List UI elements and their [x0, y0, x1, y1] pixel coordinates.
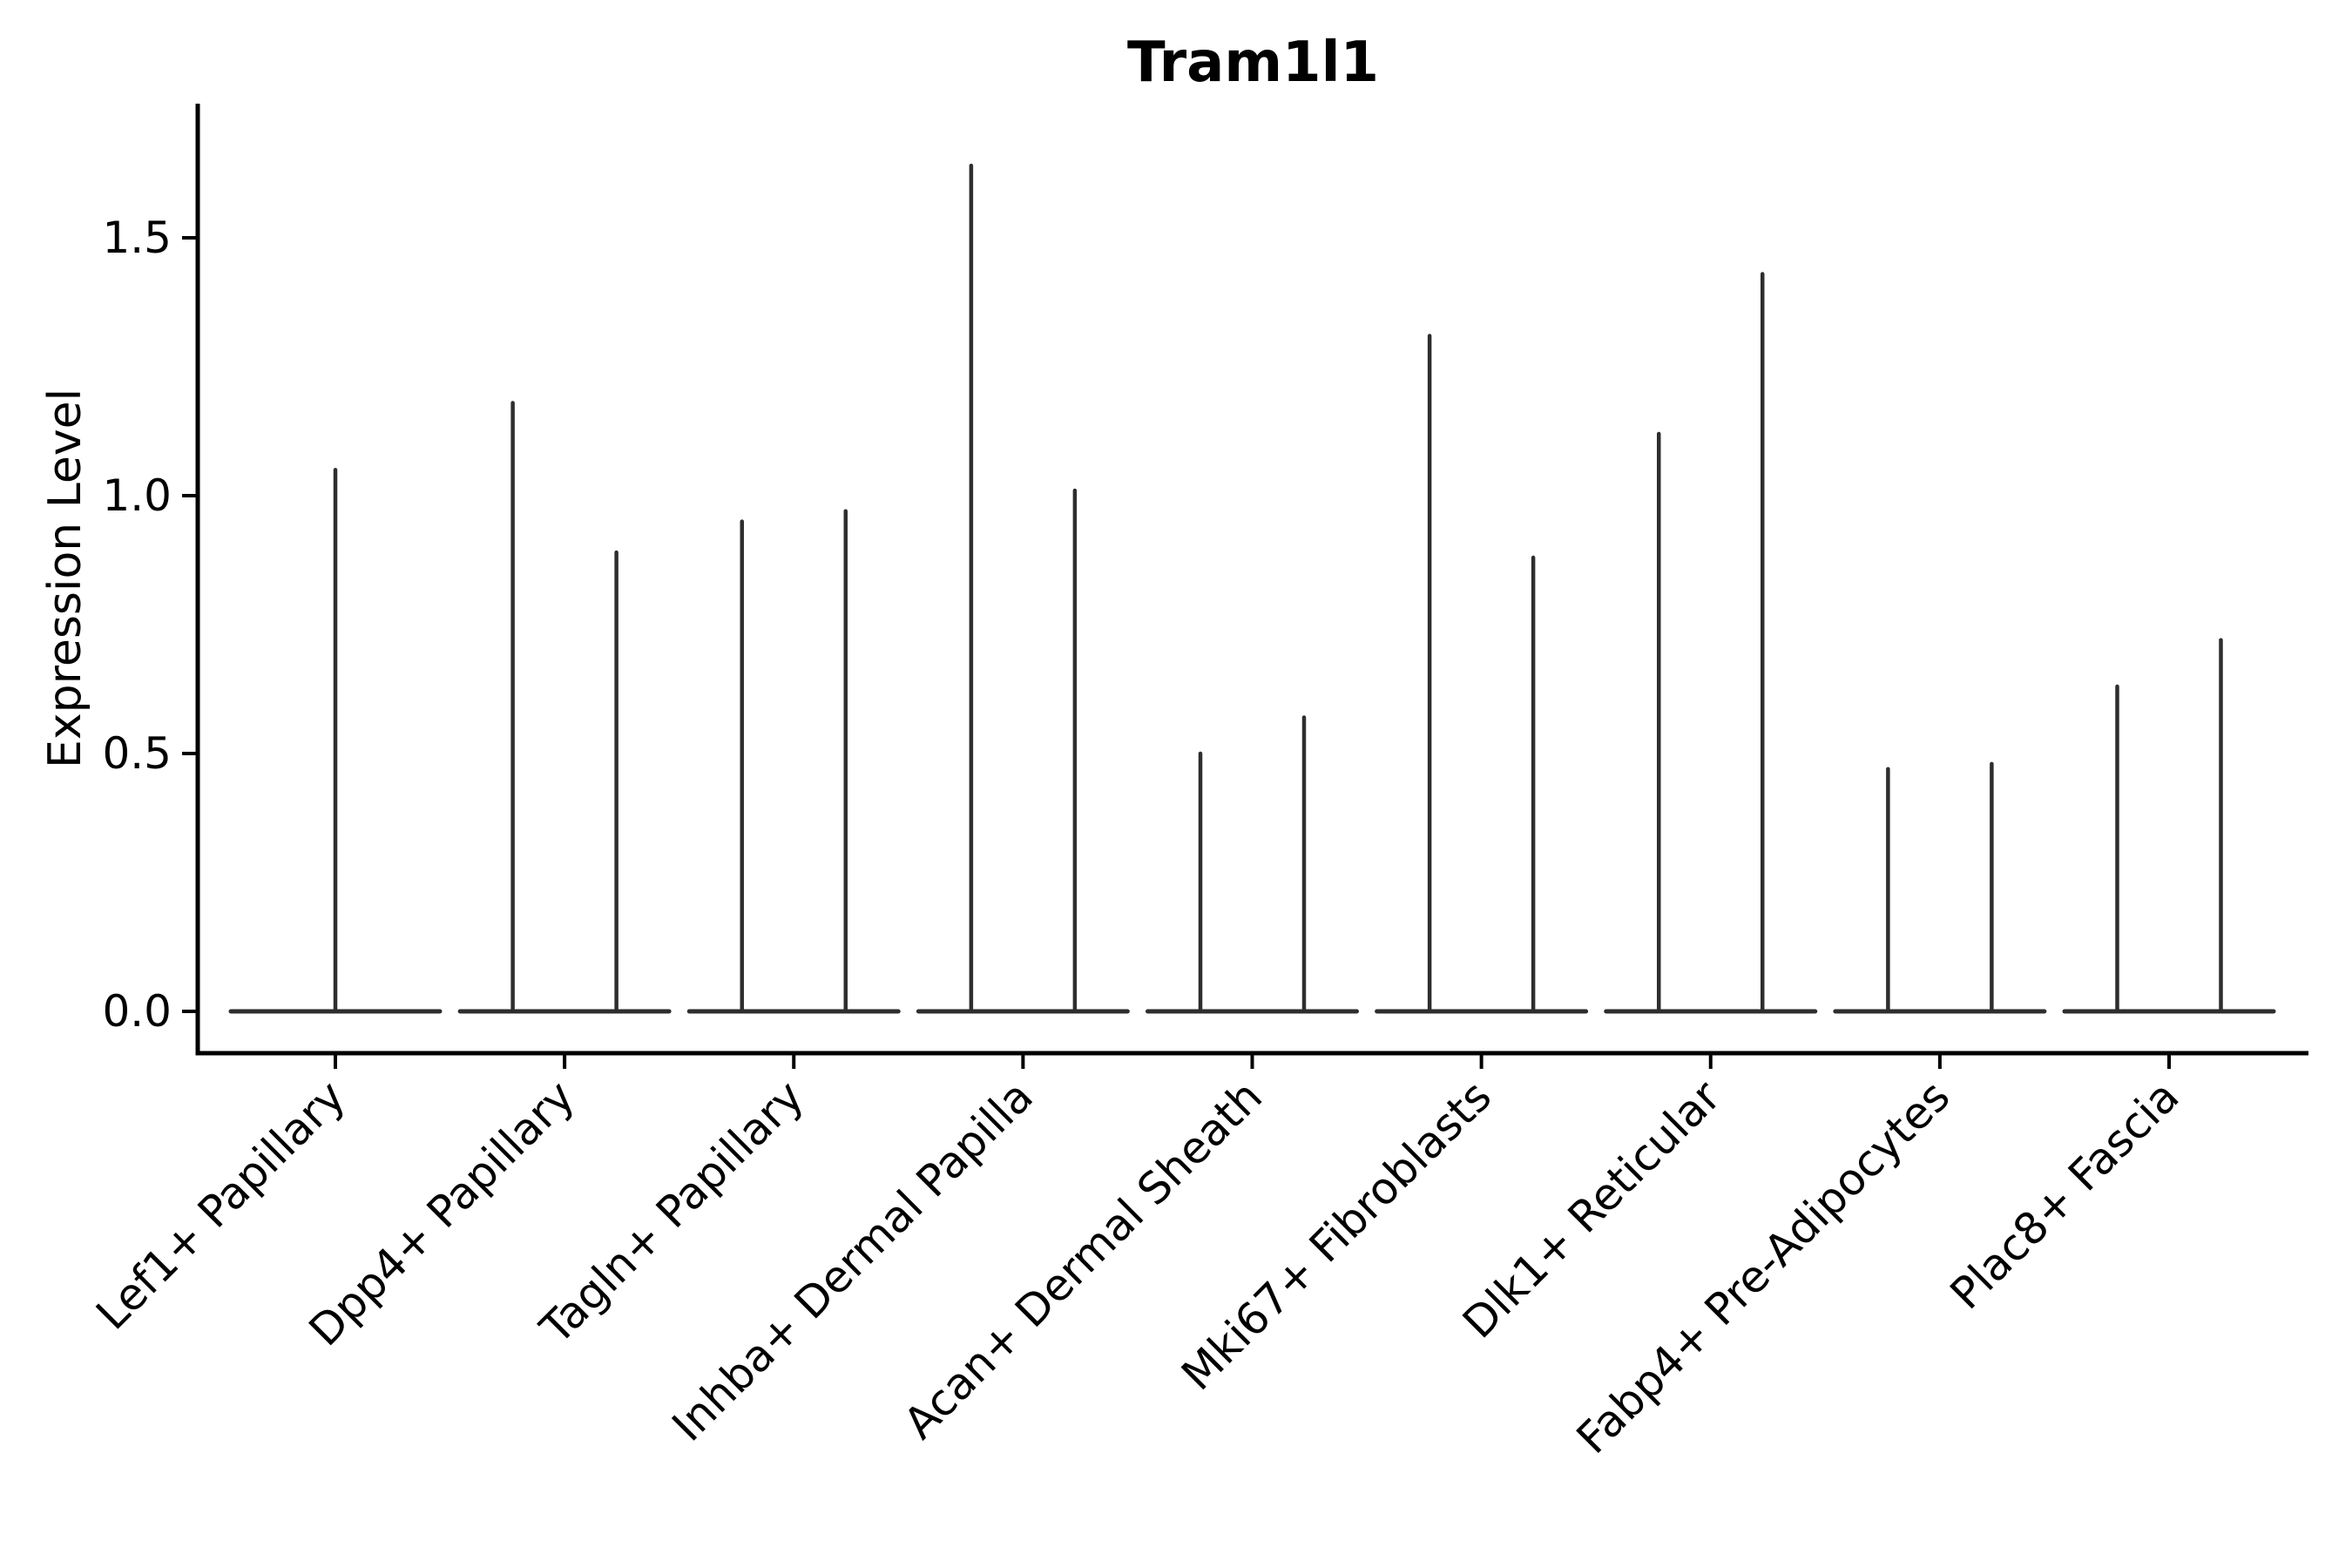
- y-tick-label: 0.0: [102, 986, 172, 1037]
- y-tick-label: 1.5: [102, 213, 172, 263]
- x-tick-label: Lef1+ Papillary: [86, 1071, 355, 1339]
- chart-title: Tram1l1: [1126, 30, 1380, 95]
- y-tick-label: 0.5: [102, 728, 172, 779]
- x-tick-label: Plac8+ Fascia: [1941, 1071, 2189, 1319]
- y-tick-label: 1.0: [102, 470, 172, 521]
- x-tick-label: Fabp4+ Pre-Adipocytes: [1567, 1071, 1960, 1463]
